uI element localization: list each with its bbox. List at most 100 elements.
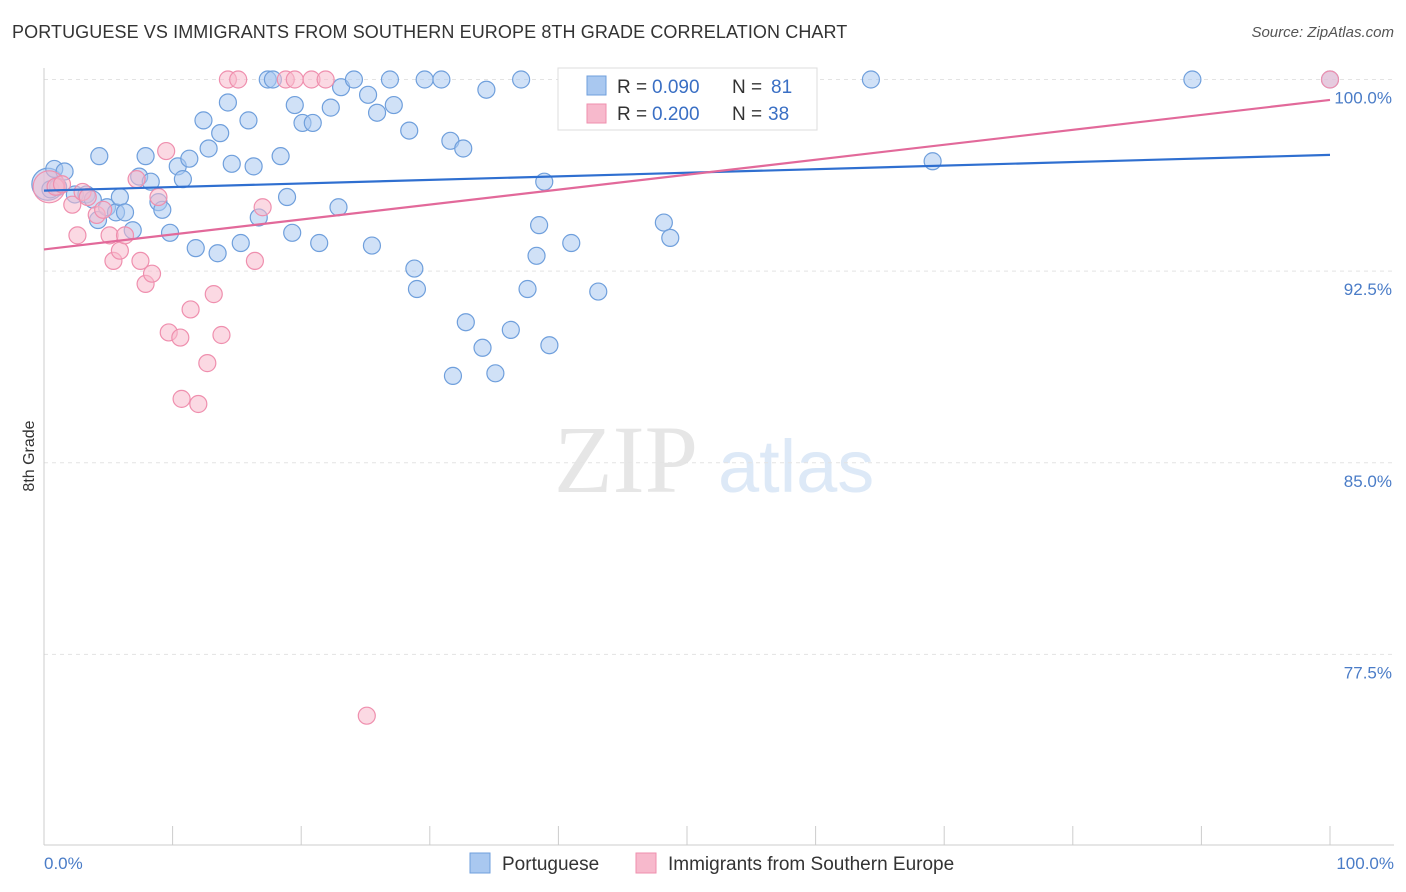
southern-europe-points <box>32 70 1340 725</box>
y-tick-label: 92.5% <box>1344 280 1392 299</box>
portuguese-point <box>923 152 942 171</box>
southern-europe-point <box>110 241 129 260</box>
stats-legend: R = 0.090 N = 81 R = 0.200 N = 38 <box>557 67 818 131</box>
portuguese-point <box>589 282 608 301</box>
southern-europe-point <box>171 328 190 347</box>
portuguese-point <box>415 70 434 89</box>
portuguese-point <box>518 279 537 299</box>
portuguese-point <box>380 70 400 89</box>
portuguese-point <box>173 170 192 189</box>
southern-europe-point <box>245 251 265 271</box>
portuguese-point <box>654 213 673 232</box>
portuguese-point <box>208 244 227 263</box>
southern-europe-point <box>253 198 272 217</box>
stats-r-value-blue: 0.090 <box>652 77 700 98</box>
southern-europe-point <box>142 264 162 283</box>
portuguese-point <box>501 320 520 339</box>
portuguese-point <box>329 198 348 217</box>
portuguese-point <box>136 147 155 166</box>
portuguese-point <box>456 313 475 332</box>
southern-europe-point <box>198 354 217 373</box>
portuguese-point <box>194 111 213 130</box>
stats-n-label-blue: N = <box>732 77 762 98</box>
stats-n-value-pink: 38 <box>768 104 789 125</box>
trend-lines <box>43 98 1331 251</box>
y-axis-label: 8th Grade <box>21 420 38 491</box>
southern-europe-point <box>127 170 146 189</box>
portuguese-point <box>231 233 250 253</box>
stats-n-label-pink: N = <box>732 104 762 125</box>
portuguese-point <box>477 80 496 99</box>
portuguese-point <box>180 149 199 168</box>
portuguese-point <box>271 147 290 166</box>
southern-europe-trend-line <box>43 98 1331 251</box>
portuguese-point <box>160 223 180 242</box>
portuguese-point <box>199 139 218 158</box>
portuguese-point <box>530 216 549 235</box>
portuguese-trend-line <box>43 153 1331 192</box>
portuguese-point <box>473 338 492 357</box>
portuguese-point <box>310 233 329 253</box>
y-tick-label: 100.0% <box>1334 89 1392 108</box>
portuguese-point <box>405 259 424 278</box>
southern-europe-point <box>212 325 231 345</box>
series-legend: Portuguese Immigrants from Southern Euro… <box>469 852 954 875</box>
portuguese-point <box>1183 70 1202 89</box>
legend-label-southern-europe: Immigrants from Southern Europe <box>668 854 954 875</box>
y-tick-label: 85.0% <box>1344 472 1392 491</box>
legend-swatch-southern-europe <box>635 852 657 874</box>
southern-europe-point <box>157 141 176 161</box>
watermark-atlas: atlas <box>718 425 874 508</box>
southern-europe-point <box>357 706 376 725</box>
southern-europe-point <box>1320 70 1340 89</box>
portuguese-point <box>110 187 129 207</box>
portuguese-point <box>486 364 505 383</box>
stats-legend-swatch-blue <box>586 75 607 96</box>
southern-europe-point <box>229 70 248 89</box>
portuguese-point <box>186 239 205 258</box>
portuguese-point <box>861 70 880 89</box>
portuguese-point <box>277 187 297 207</box>
portuguese-point <box>358 85 378 104</box>
portuguese-point <box>384 95 403 115</box>
southern-europe-point <box>189 394 208 414</box>
stats-n-value-blue: 81 <box>771 77 792 98</box>
southern-europe-point <box>131 251 150 271</box>
southern-europe-point <box>94 200 113 219</box>
watermark: ZIP atlas <box>554 406 874 513</box>
southern-europe-point <box>316 70 335 89</box>
x-tick-label-max: 100.0% <box>1336 854 1394 873</box>
southern-europe-point <box>63 195 82 214</box>
portuguese-point <box>512 70 531 89</box>
y-tick-labels: 77.5% 85.0% 92.5% 100.0% <box>1334 89 1392 683</box>
southern-europe-point <box>68 226 87 245</box>
portuguese-point <box>244 157 263 176</box>
southern-europe-point <box>78 187 97 207</box>
portuguese-point <box>321 98 340 117</box>
watermark-zip: ZIP <box>554 406 698 513</box>
y-tick-label: 77.5% <box>1344 663 1392 682</box>
legend-label-portuguese: Portuguese <box>502 854 599 875</box>
stats-r-label-blue: R = <box>617 77 647 98</box>
portuguese-point <box>443 366 463 385</box>
chart-title: PORTUGUESE VS IMMIGRANTS FROM SOUTHERN E… <box>12 22 848 42</box>
portuguese-point <box>115 203 135 222</box>
portuguese-point <box>527 246 546 265</box>
southern-europe-point <box>181 300 200 319</box>
portuguese-point <box>218 93 237 112</box>
source-label: Source: ZipAtlas.com <box>1251 24 1394 41</box>
portuguese-point <box>211 124 230 143</box>
southern-europe-point <box>204 285 223 304</box>
portuguese-point <box>661 228 680 248</box>
portuguese-point <box>432 70 451 89</box>
portuguese-point <box>90 147 109 166</box>
x-axis-ticks <box>43 826 1331 845</box>
portuguese-point <box>303 113 322 133</box>
portuguese-point <box>239 111 258 130</box>
stats-r-label-pink: R = <box>617 104 647 125</box>
portuguese-point <box>540 336 559 355</box>
portuguese-point <box>562 233 581 253</box>
portuguese-point <box>344 70 364 89</box>
southern-europe-point <box>52 175 72 194</box>
